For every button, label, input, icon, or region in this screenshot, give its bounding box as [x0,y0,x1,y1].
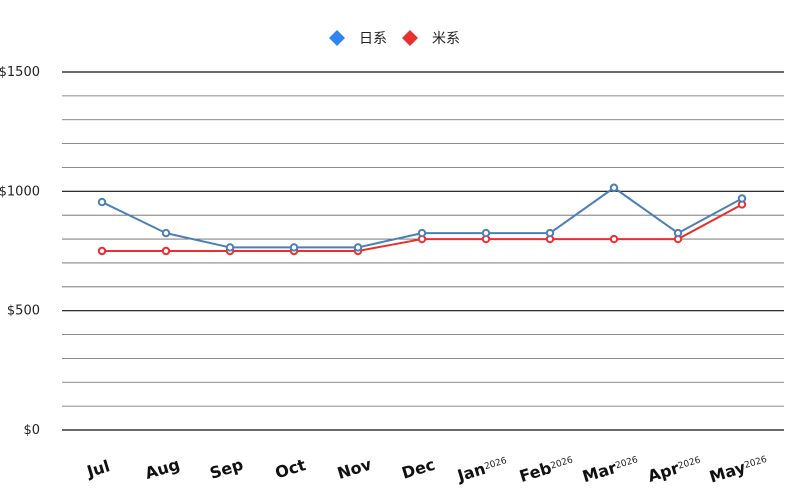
x-tick-dec: Dec [400,455,438,483]
x-tick-label: Oct [273,455,308,482]
data-point [481,228,491,238]
y-tick-label: $500 [7,304,40,319]
legend: 日系 米系 [329,30,460,47]
data-point [225,243,235,252]
legend-item-2: 米系 [402,30,460,47]
x-tick-oct: Oct [273,455,308,482]
series-1 [97,183,747,252]
legend-label: 米系 [432,31,460,47]
x-tick-nov: Nov [335,454,374,483]
y-tick-label: $1000 [0,184,40,199]
x-tick-label: Jul [84,456,112,481]
x-tick-label: May2026 [707,451,770,487]
x-tick-jan: Jan2026 [454,452,510,486]
x-tick-apr: Apr2026 [645,452,703,486]
data-point [737,194,747,203]
x-tick-sep: Sep [207,455,245,483]
x-tick-year: 2026 [677,455,702,471]
x-tick-year: 2026 [614,455,639,471]
data-point [545,228,555,238]
legend-marker [402,30,418,46]
x-tick-year: 2026 [743,455,768,471]
data-point [289,243,299,252]
x-tick-jul: Jul [84,456,112,481]
x-tick-may: May2026 [707,451,770,487]
legend-label: 日系 [359,31,387,47]
y-tick-label: $1500 [0,65,40,80]
x-tick-label: Jan2026 [454,452,510,485]
x-tick-label: Aug [143,455,182,483]
y-axis-ticks: $0 $500 $1000 $1500 [0,65,40,438]
data-point [161,228,171,238]
x-tick-aug: Aug [143,455,182,483]
data-point [609,183,619,192]
x-tick-label: Sep [207,455,245,483]
data-point [161,246,171,256]
legend-marker [329,30,345,46]
x-tick-label: Dec [400,455,438,483]
x-tick-label: Feb2026 [517,451,576,485]
x-tick-label: Mar2026 [580,451,641,486]
data-point [609,234,619,244]
x-tick-label: Apr2026 [645,452,703,486]
series-lines [97,183,747,256]
y-tick-label: $0 [23,423,40,438]
x-tick-label: Nov [335,454,374,483]
legend-item-1: 日系 [329,30,387,47]
x-tick-year: 2026 [483,456,508,472]
data-point [97,197,107,207]
data-point [353,243,363,252]
data-point [97,246,107,256]
series-2 [97,200,747,256]
x-tick-mar: Mar2026 [580,451,641,486]
gridlines [62,71,784,431]
x-axis-ticks: Jul Aug Sep Oct Nov Dec Jan2026 Feb2026 Mar2026 A… [84,451,770,487]
x-tick-feb: Feb2026 [517,451,576,486]
data-point [417,228,427,238]
data-point [673,228,683,238]
x-tick-year: 2026 [549,455,574,471]
